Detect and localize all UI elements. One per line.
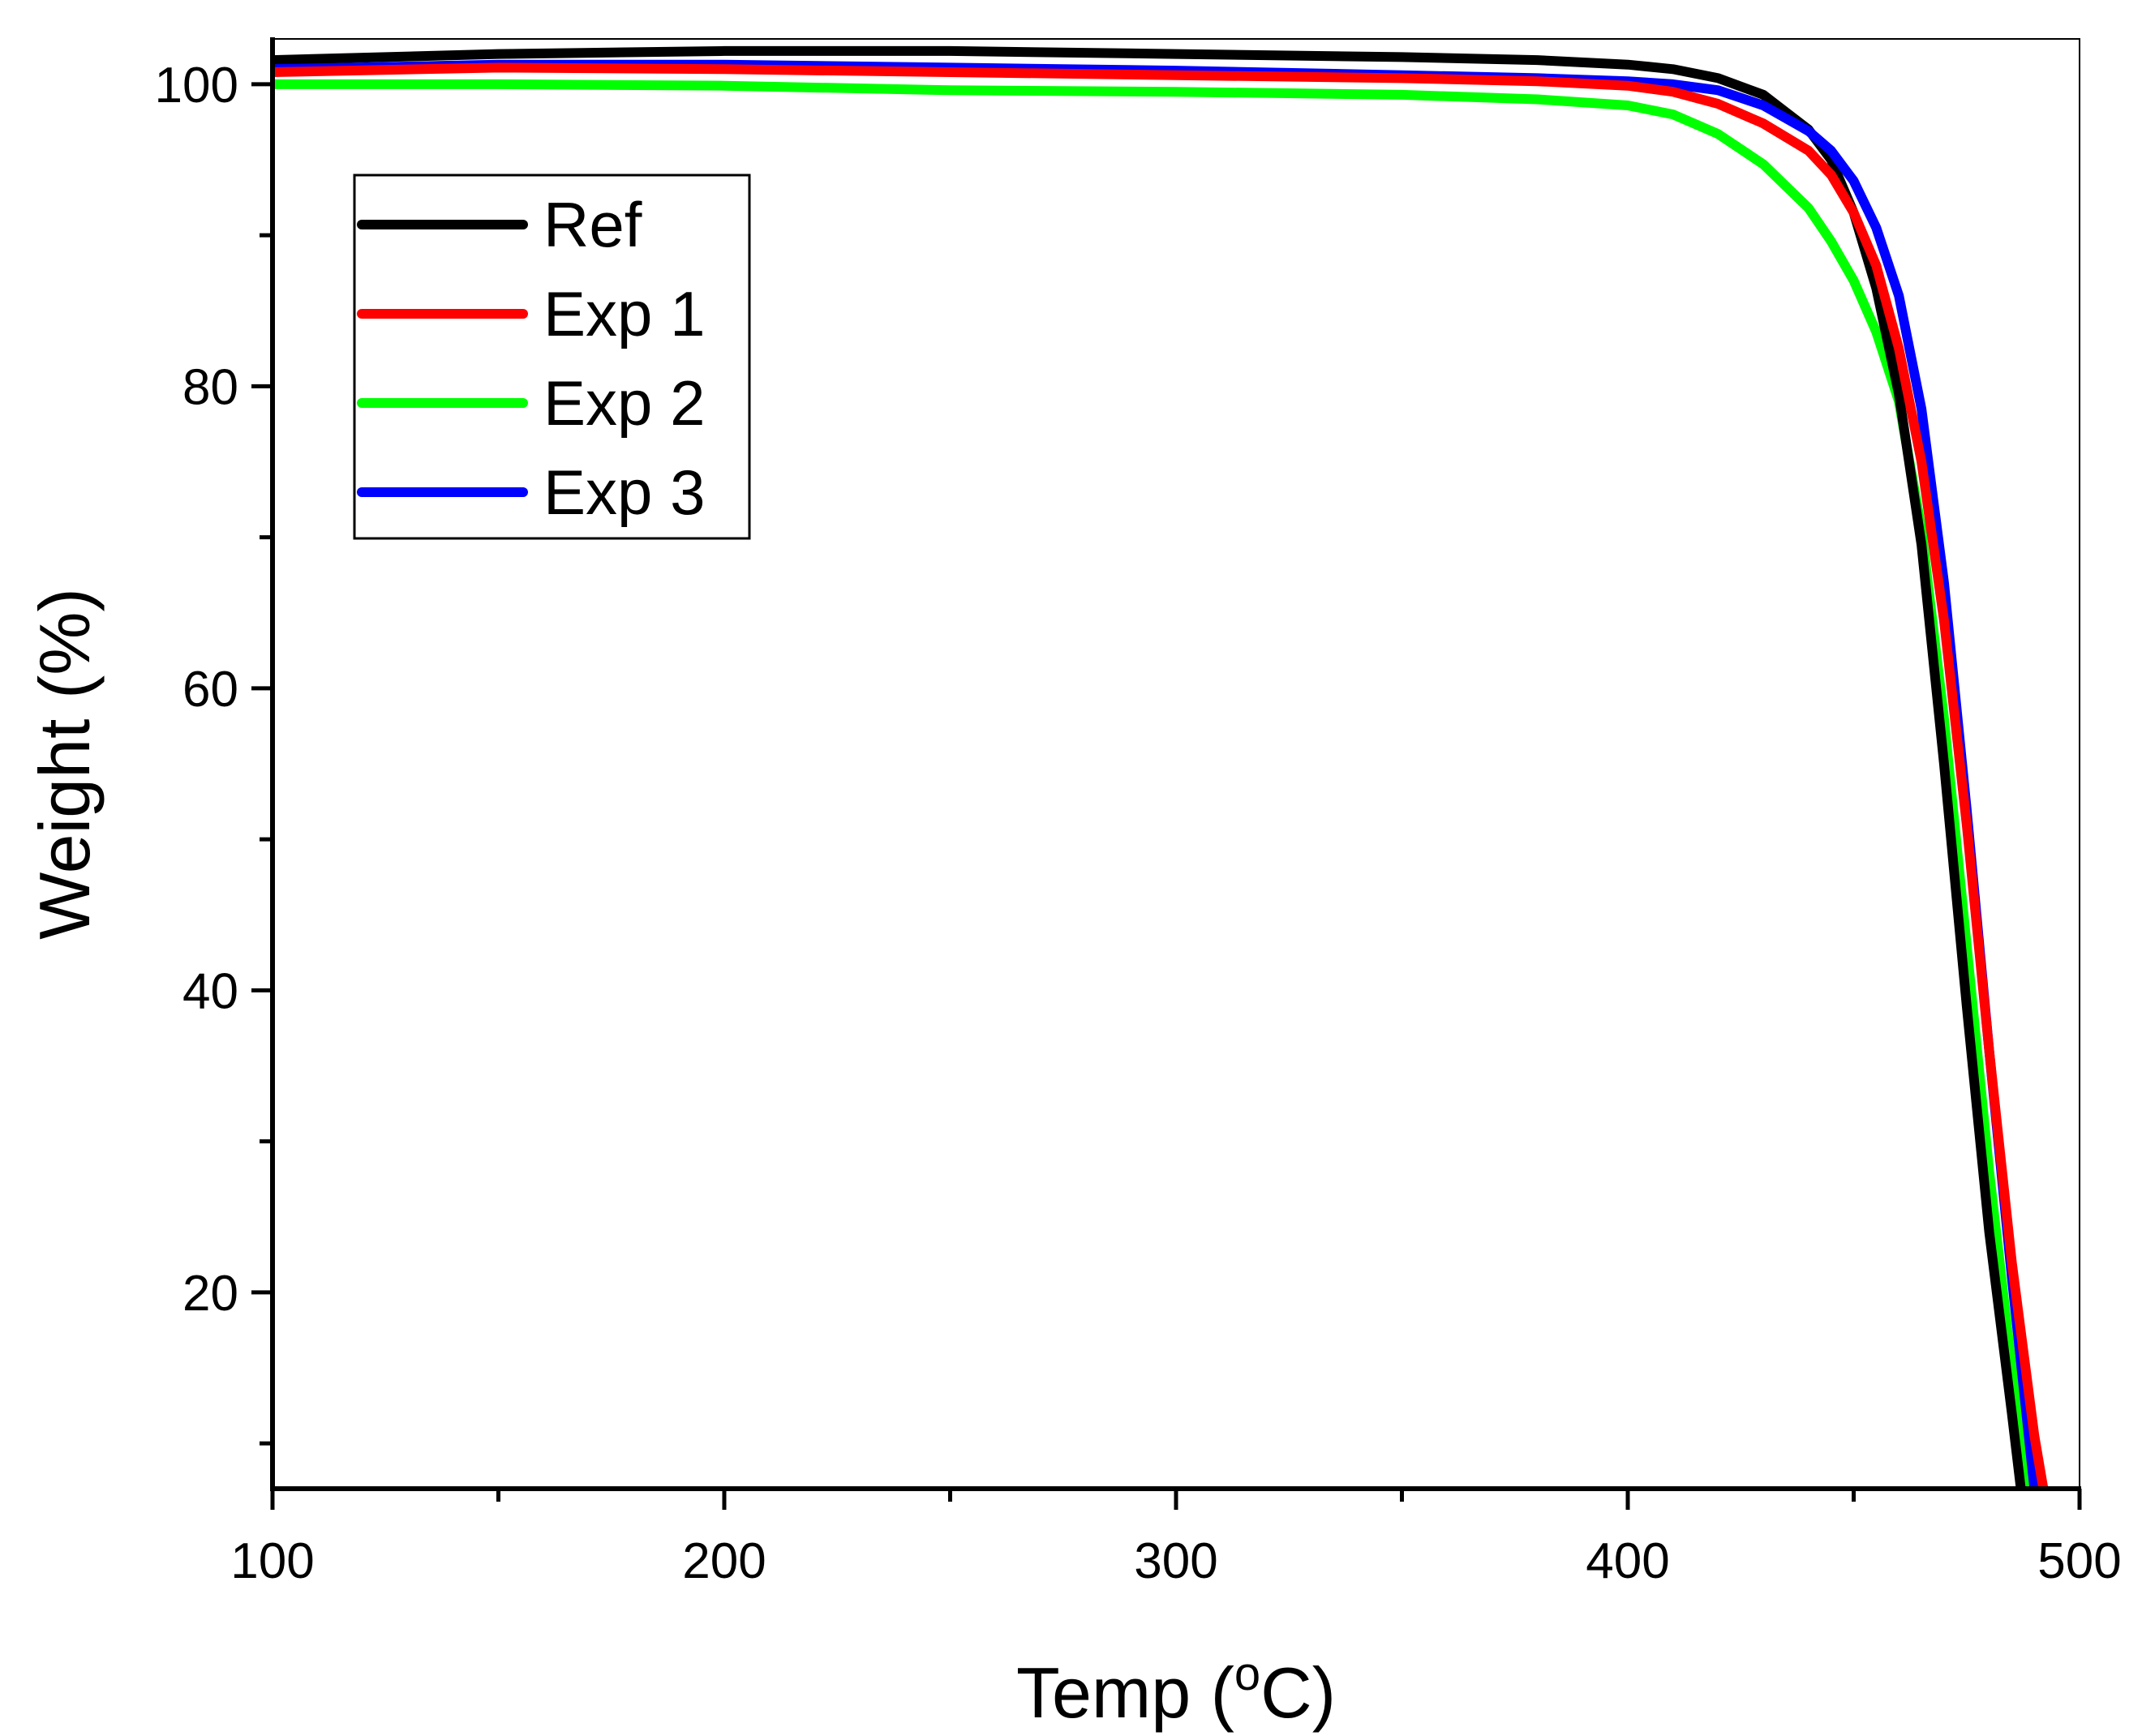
series-line-exp-2 [273, 79, 2035, 1489]
y-tick-label: 80 [182, 359, 238, 415]
y-tick-label: 100 [155, 58, 238, 114]
y-tick-label: 20 [182, 1266, 238, 1322]
series-line-ref [273, 45, 2026, 1489]
x-axis-title: Temp (oC) [1016, 1648, 1336, 1733]
y-axis-title: Weight (%) [24, 588, 105, 940]
legend-label-exp-1: Exp 1 [543, 278, 705, 349]
x-tick-label: 200 [682, 1533, 766, 1589]
y-tick-label: 40 [182, 963, 238, 1019]
legend-label-exp-2: Exp 2 [543, 367, 705, 439]
series-line-exp-1 [273, 62, 2049, 1489]
legend: Ref Exp 1 Exp 2 Exp 3 [353, 174, 751, 540]
x-tick-label: 500 [2037, 1533, 2121, 1589]
x-tick-label: 300 [1134, 1533, 1217, 1589]
legend-box [353, 174, 751, 540]
legend-label-ref: Ref [543, 189, 642, 260]
y-tick-label: 60 [182, 662, 238, 718]
x-tick-label: 400 [1586, 1533, 1669, 1589]
x-tick-label: 100 [230, 1533, 314, 1589]
legend-label-exp-3: Exp 3 [543, 457, 705, 528]
